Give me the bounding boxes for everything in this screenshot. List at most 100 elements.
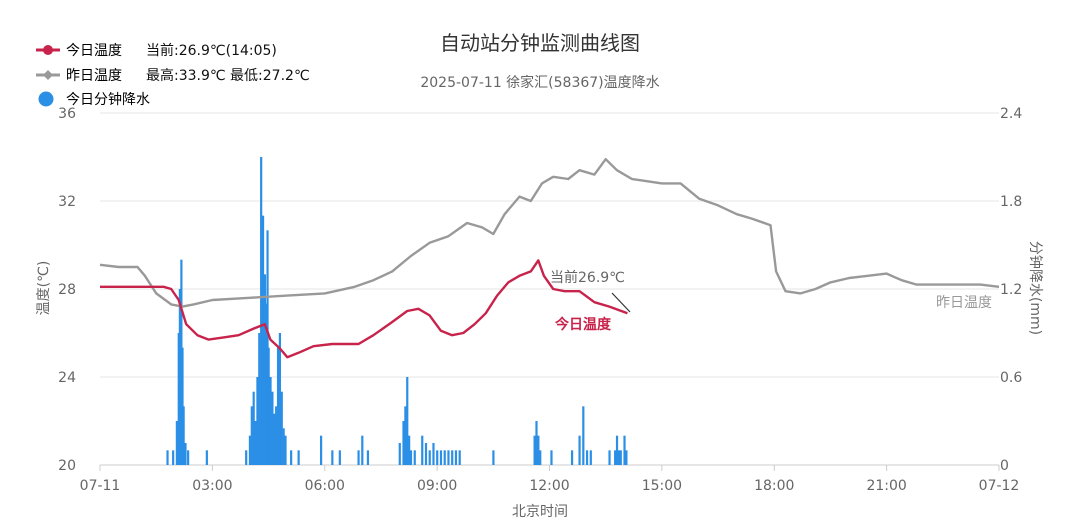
today-temperature-annotation: 今日温度	[554, 316, 612, 333]
precipitation-bar	[178, 289, 181, 465]
precipitation-bar	[256, 377, 259, 465]
precipitation-bar	[250, 406, 253, 465]
precipitation-bar	[252, 391, 255, 465]
legend-yesterday-marker-icon	[43, 70, 53, 80]
current-temperature-annotation: 当前26.9℃	[550, 269, 625, 286]
y-left-tick-label: 36	[58, 106, 76, 122]
precipitation-bar	[187, 450, 190, 465]
chart-title: 自动站分钟监测曲线图	[440, 31, 640, 55]
x-tick-label: 06:00	[305, 478, 345, 494]
precipitation-bar	[254, 421, 257, 465]
legend-item-precipitation[interactable]: 今日分钟降水	[38, 91, 151, 108]
precipitation-bar	[447, 450, 450, 465]
legend-yesterday-stat: 最高:33.9℃ 最低:27.2℃	[146, 67, 310, 84]
precipitation-bar	[284, 435, 287, 465]
precipitation-bar	[432, 443, 435, 465]
precipitation-bar	[413, 450, 416, 465]
x-tick-label: 09:00	[417, 478, 457, 494]
precipitation-bar	[458, 450, 461, 465]
precipitation-bar	[269, 377, 272, 465]
precipitation-bar	[276, 347, 280, 465]
precipitation-bar	[617, 450, 620, 465]
precipitation-bar	[331, 450, 334, 465]
precipitation-bar	[619, 450, 622, 465]
yesterday-temperature-line	[99, 158, 1000, 308]
grid-lines	[100, 112, 999, 466]
precipitation-bar	[271, 391, 274, 465]
precipitation-bar	[278, 333, 281, 465]
chart-subtitle: 2025-07-11 徐家汇(58367)温度降水	[420, 74, 659, 91]
precipitation-bar	[582, 406, 585, 465]
legend-today-stat: 当前:26.9℃(14:05)	[146, 42, 277, 59]
precipitation-bar	[366, 450, 370, 465]
precipitation-bar	[443, 450, 446, 465]
legend-today-marker-icon	[43, 45, 53, 55]
precipitation-bar	[361, 435, 364, 465]
precipitation-bar	[180, 259, 183, 465]
precipitation-bar	[625, 450, 628, 465]
precipitation-bar	[454, 450, 458, 465]
precipitation-bar	[535, 421, 538, 465]
precipitation-bar	[550, 450, 553, 465]
precipitation-bar	[539, 450, 542, 465]
x-tick-label: 18:00	[754, 478, 794, 494]
precipitation-bar	[184, 443, 187, 465]
x-tick-label: 15:00	[642, 478, 682, 494]
precipitation-bar	[404, 406, 407, 465]
precipitation-bar	[398, 443, 401, 465]
precipitation-bar	[175, 421, 178, 465]
x-tick-label: 12:00	[529, 478, 569, 494]
precipitation-bar	[338, 450, 341, 465]
x-tick-label: 07-12	[979, 478, 1020, 494]
precipitation-bar	[406, 377, 409, 465]
precipitation-bar	[177, 333, 180, 465]
precipitation-bar	[282, 428, 285, 465]
precipitation-bar	[263, 274, 267, 465]
precipitation-bar	[537, 435, 540, 465]
today-temperature-line	[100, 259, 628, 359]
y-axis-left-ticks: 20 24 28 32 36	[58, 106, 76, 474]
precipitation-bar	[205, 450, 208, 465]
precipitation-bar	[280, 391, 283, 465]
precipitation-bar	[589, 450, 592, 465]
precipitation-bar	[402, 421, 405, 465]
precipitation-bar	[245, 450, 248, 465]
legend-yesterday-label: 昨日温度	[66, 68, 122, 84]
precipitation-bar	[181, 347, 184, 465]
precipitation-bar	[320, 435, 323, 465]
precipitation-bar	[290, 450, 293, 465]
x-axis-title: 北京时间	[512, 504, 568, 520]
precipitation-bar	[408, 435, 411, 465]
y-axis-right-title: 分钟降水(mm)	[1027, 241, 1044, 335]
temperature-lines	[99, 158, 1000, 359]
precipitation-bar	[297, 450, 300, 465]
y-right-tick-label: 0	[1000, 458, 1009, 474]
y-right-tick-label: 0.6	[1000, 370, 1022, 386]
precipitation-bar	[409, 450, 413, 465]
precipitation-bar	[267, 347, 270, 465]
precipitation-bar	[436, 450, 439, 465]
precipitation-bar	[578, 435, 581, 465]
precipitation-bar	[266, 230, 269, 465]
precipitation-bar	[273, 413, 276, 465]
precipitation-bar	[428, 450, 431, 465]
precipitation-bar	[492, 450, 495, 465]
precipitation-bar	[258, 333, 261, 465]
y-axis-left-title: 温度(℃)	[36, 261, 52, 316]
legend-precipitation-marker-icon	[38, 91, 54, 107]
precipitation-bar	[260, 157, 263, 465]
precipitation-bar	[264, 303, 268, 465]
precipitation-bars	[166, 157, 628, 465]
precipitation-bar	[533, 435, 536, 465]
y-left-tick-label: 20	[58, 458, 76, 474]
precipitation-bar	[182, 406, 185, 465]
precipitation-bar	[275, 406, 278, 465]
legend-item-today[interactable]: 今日温度 当前:26.9℃(14:05)	[36, 42, 277, 59]
precipitation-bar	[451, 450, 454, 465]
legend-item-yesterday[interactable]: 昨日温度 最高:33.9℃ 最低:27.2℃	[36, 67, 310, 84]
y-axis-right-ticks: 0 0.6 1.2 1.8 2.4	[1000, 106, 1022, 474]
precipitation-bar	[570, 450, 574, 465]
y-right-tick-label: 2.4	[1000, 106, 1022, 122]
precipitation-bar	[421, 435, 424, 465]
